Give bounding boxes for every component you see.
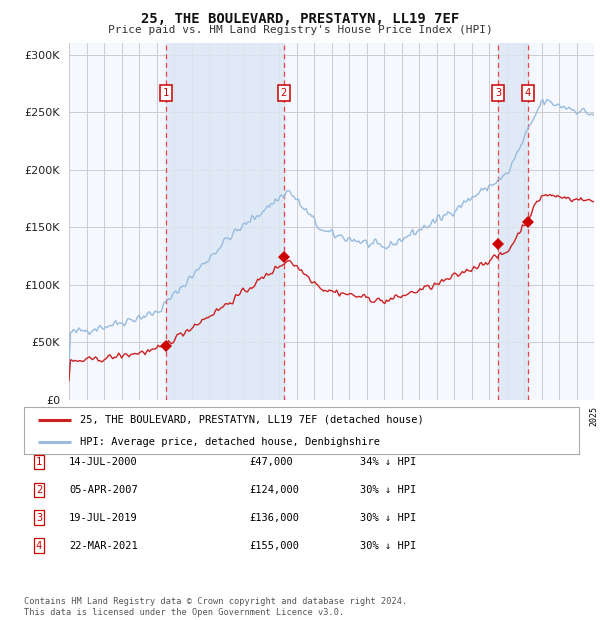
Text: £136,000: £136,000 [249, 513, 299, 523]
Text: 34% ↓ HPI: 34% ↓ HPI [360, 457, 416, 467]
Text: HPI: Average price, detached house, Denbighshire: HPI: Average price, detached house, Denb… [79, 437, 380, 447]
Text: 2: 2 [36, 485, 42, 495]
Text: 30% ↓ HPI: 30% ↓ HPI [360, 513, 416, 523]
Text: 30% ↓ HPI: 30% ↓ HPI [360, 541, 416, 551]
Text: 4: 4 [525, 88, 531, 99]
Text: 22-MAR-2021: 22-MAR-2021 [69, 541, 138, 551]
Text: 30% ↓ HPI: 30% ↓ HPI [360, 485, 416, 495]
Text: £155,000: £155,000 [249, 541, 299, 551]
Bar [499, 43, 528, 400]
Text: 05-APR-2007: 05-APR-2007 [69, 485, 138, 495]
Bar [166, 43, 284, 400]
Text: Contains HM Land Registry data © Crown copyright and database right 2024.
This d: Contains HM Land Registry data © Crown c… [24, 598, 407, 617]
Text: 4: 4 [36, 541, 42, 551]
Text: £124,000: £124,000 [249, 485, 299, 495]
Text: 25, THE BOULEVARD, PRESTATYN, LL19 7EF: 25, THE BOULEVARD, PRESTATYN, LL19 7EF [141, 12, 459, 27]
Text: 3: 3 [36, 513, 42, 523]
Text: 25, THE BOULEVARD, PRESTATYN, LL19 7EF (detached house): 25, THE BOULEVARD, PRESTATYN, LL19 7EF (… [79, 415, 423, 425]
Text: 1: 1 [163, 88, 169, 99]
Text: 1: 1 [36, 457, 42, 467]
Text: Price paid vs. HM Land Registry's House Price Index (HPI): Price paid vs. HM Land Registry's House … [107, 25, 493, 35]
Text: £47,000: £47,000 [249, 457, 293, 467]
Text: 2: 2 [280, 88, 287, 99]
Text: 3: 3 [496, 88, 502, 99]
Text: 19-JUL-2019: 19-JUL-2019 [69, 513, 138, 523]
Text: 14-JUL-2000: 14-JUL-2000 [69, 457, 138, 467]
